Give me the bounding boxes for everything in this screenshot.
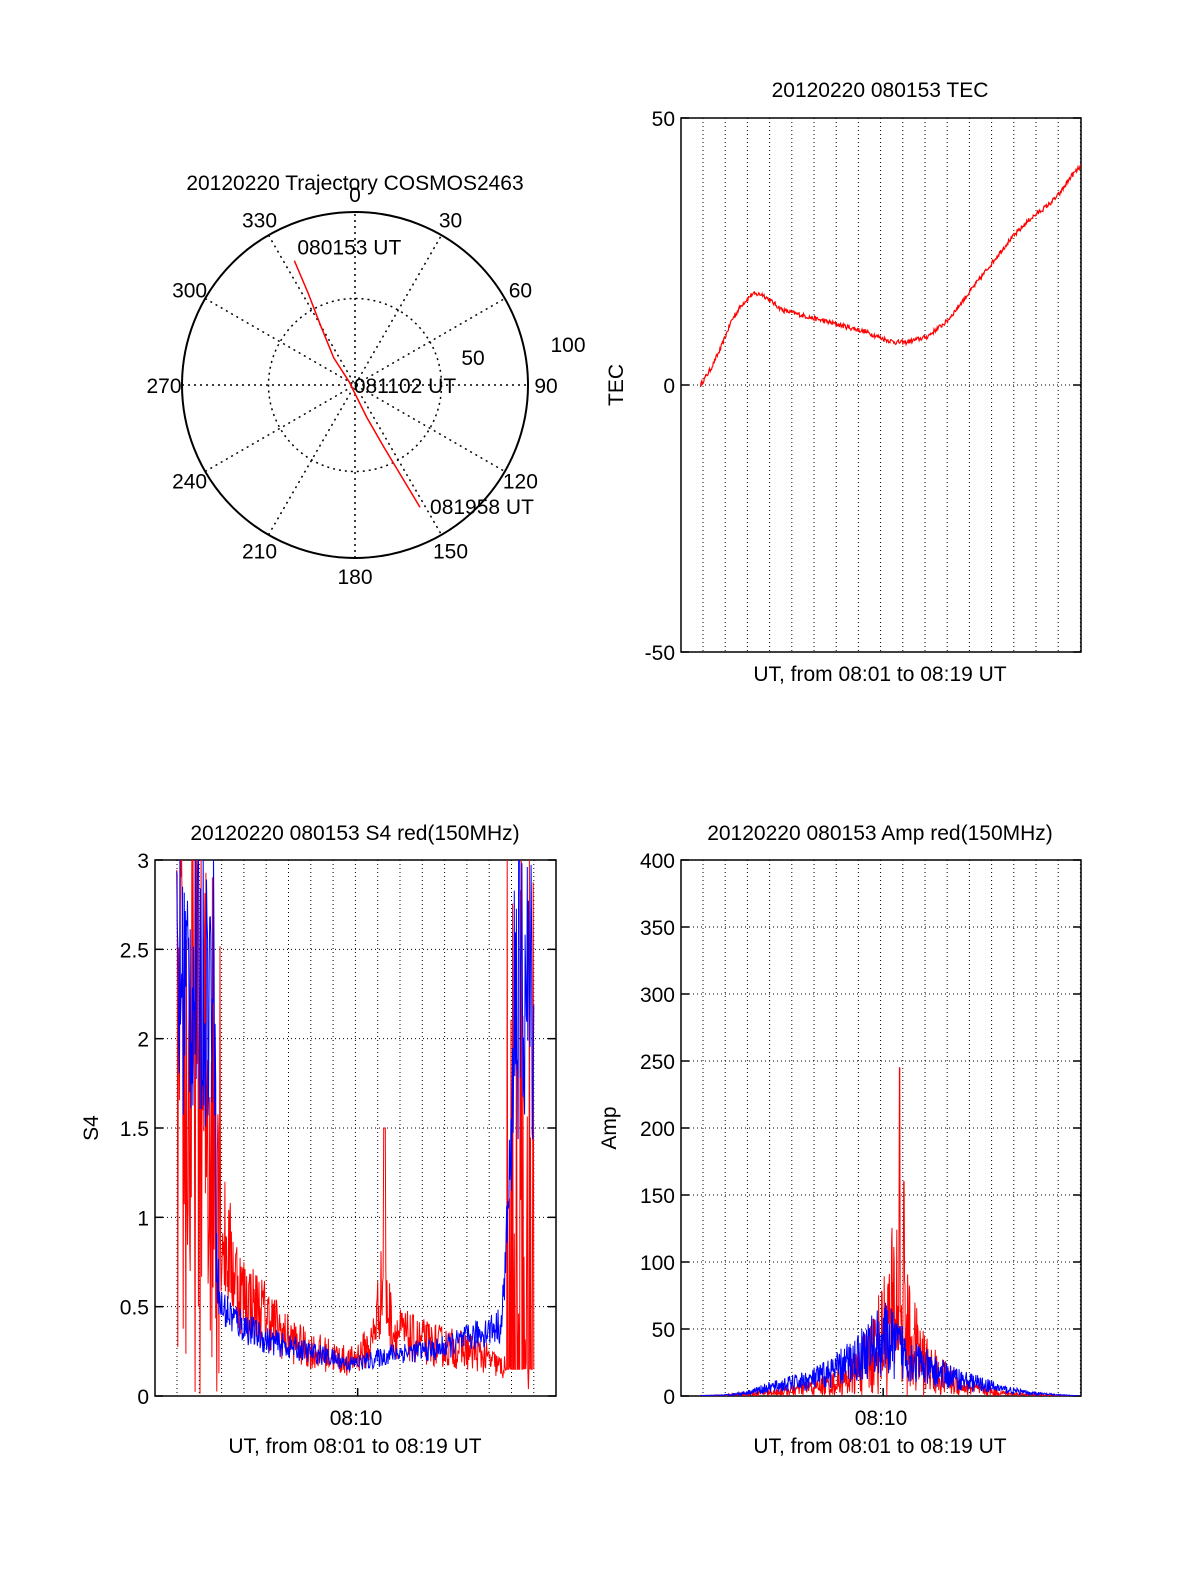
polar-azimuth-label: 90: [534, 375, 557, 398]
s4-ytick-label: 2.5: [120, 939, 149, 962]
polar-azimuth-label: 300: [172, 280, 207, 303]
amp-xtick-label: 08:10: [855, 1407, 908, 1430]
amp-ytick-label: 0: [663, 1386, 675, 1409]
tec-plot-area: -50 0 50: [645, 108, 1082, 665]
polar-spoke: [267, 234, 443, 536]
s4-chart: 20120220 080153 S4 red(150MHz) S4 08:10 …: [80, 822, 557, 1458]
polar-trajectory: 080153 UT 081102 UT 081958 UT: [293, 237, 534, 519]
s4-ytick-label: 0: [137, 1386, 149, 1409]
amp-ytick-label: 400: [640, 850, 675, 873]
polar-radial-label: 50: [461, 347, 484, 370]
s4-xlabel: UT, from 08:01 to 08:19 UT: [228, 1435, 481, 1458]
polar-grid: [181, 211, 529, 559]
polar-mid-time-label: 081102 UT: [354, 375, 457, 398]
amp-ytick-label: 200: [640, 1118, 675, 1141]
polar-spoke: [204, 297, 506, 473]
s4-ytick-label: 1: [137, 1207, 149, 1230]
tec-series-line: [699, 164, 1082, 387]
s4-ytick-label: 0.5: [120, 1297, 149, 1320]
tec-ytick-label: -50: [645, 642, 675, 665]
polar-azimuth-label: 60: [509, 280, 532, 303]
s4-xtick-label: 08:10: [330, 1407, 383, 1430]
amp-chart: 20120220 080153 Amp red(150MHz) Amp 08:1…: [598, 822, 1082, 1458]
tec-ytick-label: 0: [663, 375, 675, 398]
s4-ylabel: S4: [80, 1115, 103, 1141]
polar-spoke: [204, 297, 506, 473]
polar-trajectory-line: [293, 260, 421, 508]
amp-ytick-label: 150: [640, 1185, 675, 1208]
s4-ytick-label: 1.5: [120, 1118, 149, 1141]
amp-ytick-label: 350: [640, 917, 675, 940]
polar-azimuth-label: 330: [242, 210, 277, 233]
s4-blue-series: [176, 860, 535, 1372]
amp-title: 20120220 080153 Amp red(150MHz): [707, 822, 1053, 845]
polar-azimuth-label: 270: [146, 375, 181, 398]
polar-azimuth-label: 180: [337, 566, 372, 589]
amp-ylabel: Amp: [598, 1106, 621, 1149]
tec-xlabel: UT, from 08:01 to 08:19 UT: [753, 663, 1006, 686]
amp-plot-area: 0 50 100 150 200 250 300 350 400: [640, 850, 1082, 1409]
polar-azimuth-label: 240: [172, 471, 207, 494]
polar-azimuth-labels: 0 30 60 90 120 150 180 210 240 270 300 330 50 100: [146, 184, 585, 589]
polar-radial-label: 100: [550, 334, 585, 357]
tec-chart: 20120220 080153 TEC TEC UT, from 08:01 t…: [605, 79, 1082, 686]
polar-spoke: [267, 234, 443, 536]
amp-ytick-label: 50: [652, 1319, 675, 1342]
tec-ytick-label: 50: [652, 108, 675, 131]
s4-ytick-label: 3: [137, 850, 149, 873]
s4-title: 20120220 080153 S4 red(150MHz): [190, 822, 519, 845]
polar-azimuth-label: 210: [242, 540, 277, 563]
polar-azimuth-label: 30: [439, 210, 462, 233]
polar-title: 20120220 Trajectory COSMOS2463: [186, 172, 523, 195]
polar-end-time-label: 081958 UT: [430, 496, 534, 519]
amp-xlabel: UT, from 08:01 to 08:19 UT: [753, 1435, 1006, 1458]
tec-ylabel: TEC: [605, 364, 628, 406]
amp-ytick-label: 300: [640, 984, 675, 1007]
amp-ytick-label: 250: [640, 1051, 675, 1074]
polar-azimuth-label: 0: [349, 184, 361, 207]
tec-title: 20120220 080153 TEC: [772, 79, 989, 102]
amp-blue-series: [700, 1302, 1079, 1396]
s4-plot-area: 0 0.5 1 1.5 2 2.5 3: [120, 850, 557, 1409]
amp-ytick-label: 100: [640, 1252, 675, 1275]
polar-chart: 20120220 Trajectory COSMOS2463 0 30 60 90 12…: [146, 172, 585, 589]
polar-start-time-label: 080153 UT: [297, 237, 401, 260]
polar-azimuth-label: 150: [433, 540, 468, 563]
s4-ytick-label: 2: [137, 1029, 149, 1052]
polar-azimuth-label: 120: [503, 471, 538, 494]
